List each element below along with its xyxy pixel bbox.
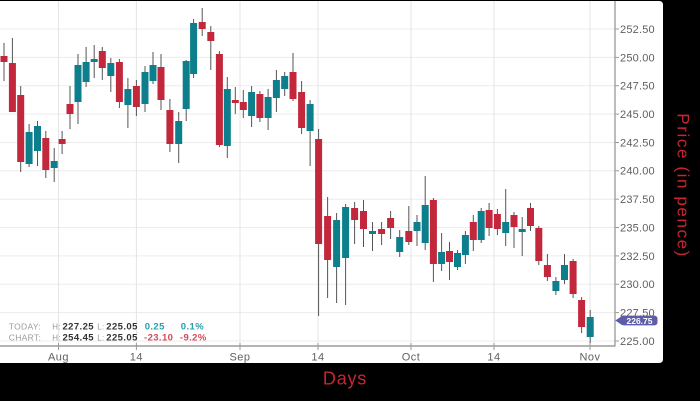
svg-text:Aug: Aug (48, 352, 69, 364)
svg-text:225.00: 225.00 (620, 336, 655, 348)
svg-text:0.1%: 0.1% (181, 322, 204, 333)
svg-text:-23.10: -23.10 (144, 333, 173, 344)
svg-text:226.75: 226.75 (627, 316, 653, 326)
svg-text:242.50: 242.50 (620, 137, 655, 149)
svg-text:Sep: Sep (229, 352, 250, 364)
svg-text:-9.2%: -9.2% (180, 333, 207, 344)
svg-text:227.25: 227.25 (63, 322, 95, 333)
svg-text:240.00: 240.00 (620, 166, 655, 178)
svg-text:L:: L: (97, 334, 104, 343)
svg-text:225.05: 225.05 (106, 322, 138, 333)
svg-text:245.00: 245.00 (620, 109, 655, 121)
svg-text:230.00: 230.00 (620, 279, 655, 291)
svg-text:237.50: 237.50 (620, 194, 655, 206)
svg-text:Oct: Oct (402, 352, 421, 364)
svg-text:14: 14 (487, 352, 500, 364)
svg-text:Price (in pence): Price (in pence) (674, 113, 693, 258)
svg-text:247.50: 247.50 (620, 81, 655, 93)
svg-text:CHART:: CHART: (9, 333, 41, 343)
svg-text:Nov: Nov (579, 352, 600, 364)
svg-text:TODAY:: TODAY: (9, 322, 41, 332)
svg-text:Days: Days (323, 369, 367, 389)
svg-text:H:: H: (52, 334, 61, 343)
svg-text:14: 14 (130, 352, 143, 364)
svg-text:252.50: 252.50 (620, 24, 655, 36)
svg-text:L:: L: (97, 323, 104, 332)
svg-text:H:: H: (52, 323, 61, 332)
svg-text:14: 14 (311, 352, 324, 364)
svg-text:232.50: 232.50 (620, 251, 655, 263)
svg-text:0.25: 0.25 (145, 322, 165, 333)
svg-text:225.05: 225.05 (106, 333, 138, 344)
svg-text:250.00: 250.00 (620, 52, 655, 64)
svg-text:235.00: 235.00 (620, 222, 655, 234)
svg-text:254.45: 254.45 (63, 333, 95, 344)
